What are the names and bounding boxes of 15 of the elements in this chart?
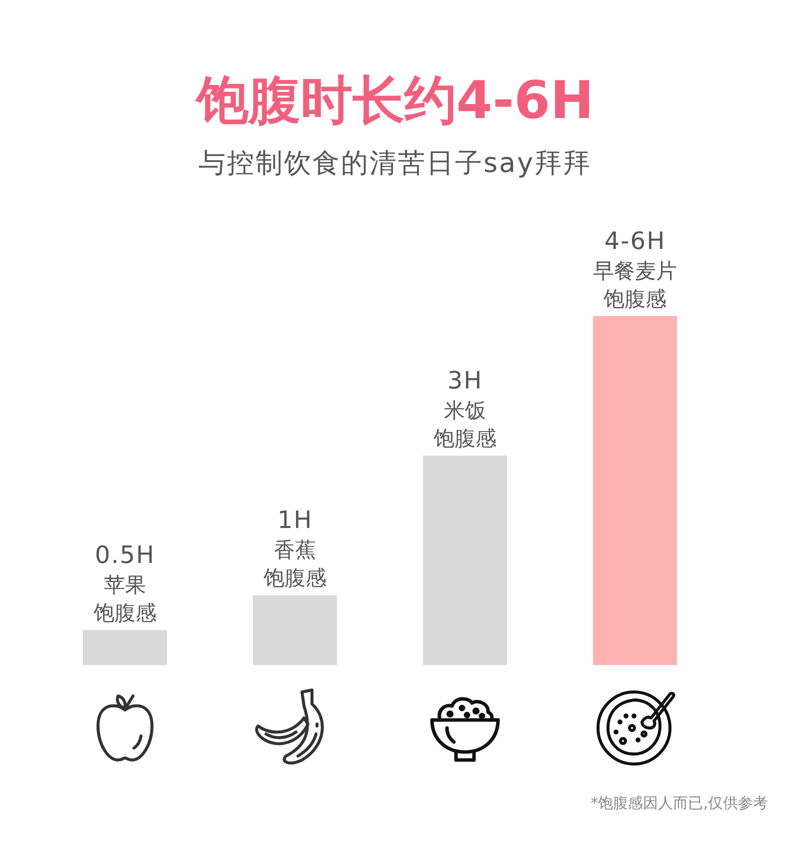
bar [83,630,167,665]
x-tick-label: 米饭饱腹感 [432,398,496,451]
data-label: 1H [277,506,313,534]
chart-title: 饱腹时长约4-6H [194,70,595,133]
data-label: 3H [447,366,483,395]
bar [423,456,507,665]
chart-subtitle: 与控制饮食的清苦日子say拜拜 [197,147,593,181]
data-label: 4-6H [604,227,666,255]
bar [253,595,337,665]
data-label: 0.5H [94,541,156,570]
x-tick-label: 早餐麦片饱腹感 [593,259,677,311]
x-tick-label: 香蕉饱腹感 [262,538,326,590]
x-tick-label: 苹果饱腹感 [92,573,156,626]
bar [593,316,677,665]
text: *饱腹感因人而已,仅供参考 [590,794,768,813]
